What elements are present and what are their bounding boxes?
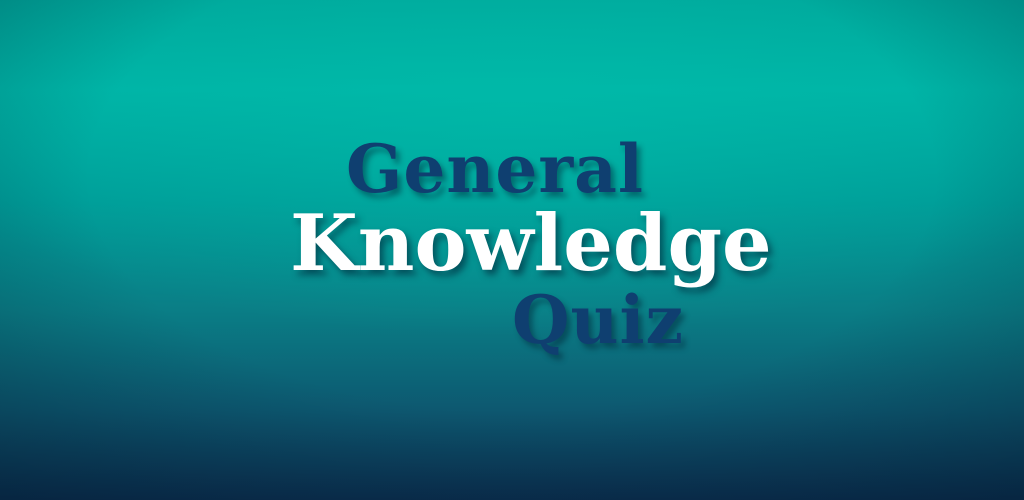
title-word-knowledge: Knowledge bbox=[290, 198, 772, 289]
title-word-general: General bbox=[346, 130, 644, 208]
title-word-quiz: Quiz bbox=[512, 281, 685, 359]
